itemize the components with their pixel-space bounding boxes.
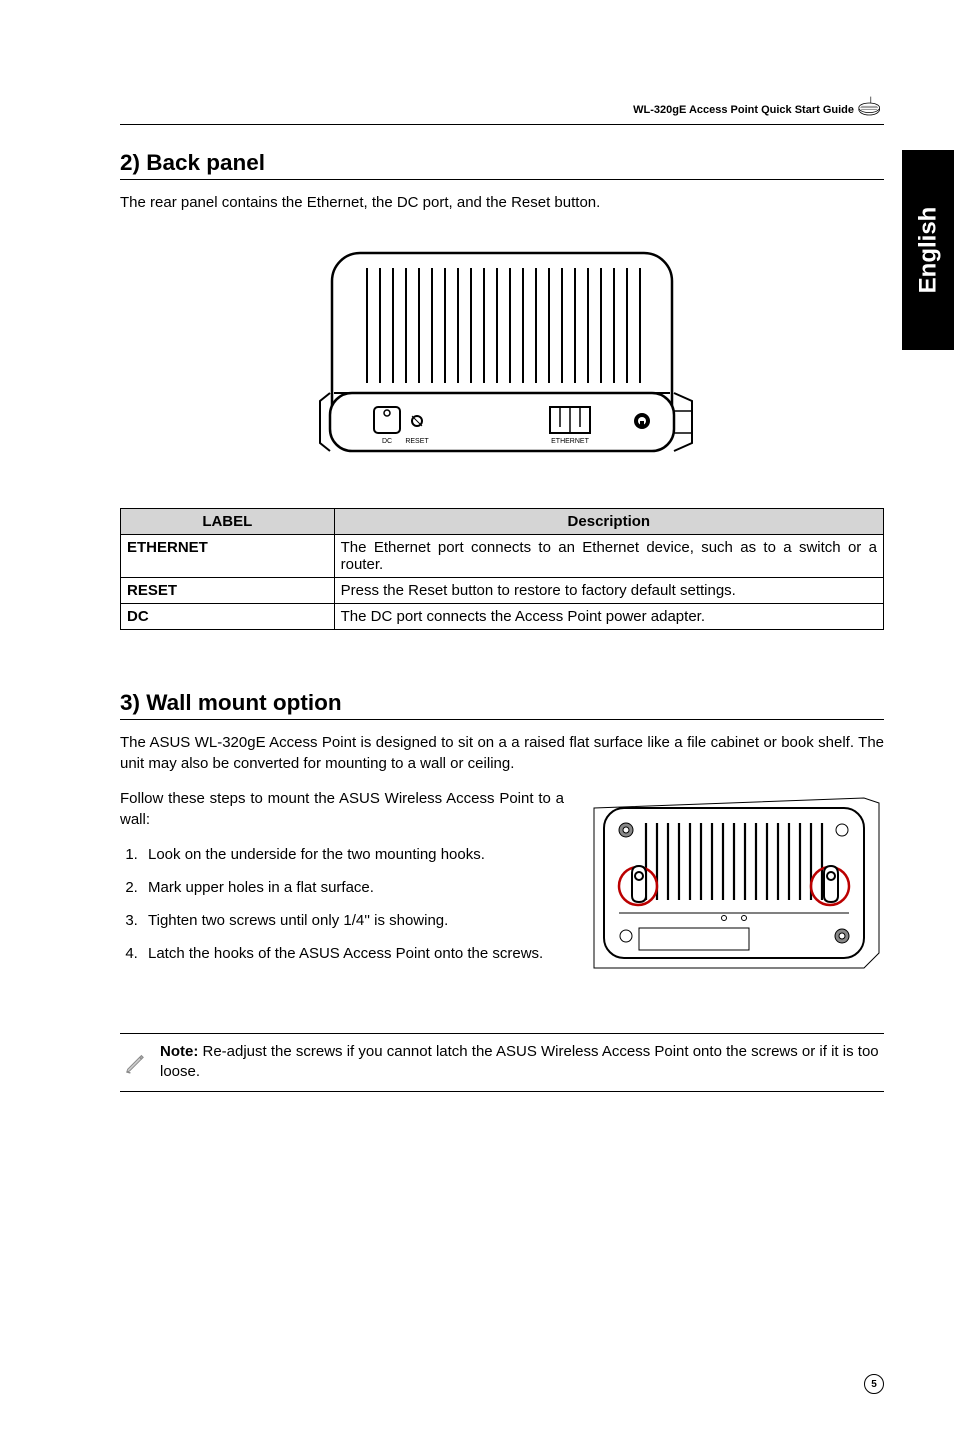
svg-text:DC: DC [382,438,392,445]
table-head-desc: Description [334,509,883,535]
table-row: DC The DC port connects the Access Point… [121,604,884,630]
section-3-lead: Follow these steps to mount the ASUS Wir… [120,788,564,830]
language-tab: English [902,150,954,350]
list-item: Look on the underside for the two mounti… [142,844,564,865]
underside-diagram [584,788,884,983]
svg-text:RESET: RESET [405,438,429,445]
section-3-title: 3) Wall mount option [120,690,884,720]
table-row: RESET Press the Reset button to restore … [121,578,884,604]
section-3-intro: The ASUS WL-320gE Access Point is design… [120,732,884,774]
header-rule [120,124,884,125]
table-row: ETHERNET The Ethernet port connects to a… [121,535,884,578]
back-panel-diagram: DC RESET ETHERNET [120,243,884,468]
page-number: 5 [864,1374,884,1394]
table-cell-label: RESET [121,578,335,604]
router-icon [858,95,882,119]
header-doc-title: WL-320gE Access Point Quick Start Guide [633,104,854,116]
table-cell-label: ETHERNET [121,535,335,578]
steps-list: Look on the underside for the two mounti… [120,844,564,964]
list-item: Tighten two screws until only 1/4'' is s… [142,910,564,931]
list-item: Latch the hooks of the ASUS Access Point… [142,943,564,964]
note-text: Note: Re-adjust the screws if you cannot… [160,1042,880,1083]
list-item: Mark upper holes in a flat surface. [142,877,564,898]
label-description-table: LABEL Description ETHERNET The Ethernet … [120,508,884,630]
section-2-intro: The rear panel contains the Ethernet, th… [120,192,884,213]
section-2-title: 2) Back panel [120,150,884,180]
table-cell-desc: Press the Reset button to restore to fac… [334,578,883,604]
language-tab-label: English [914,207,942,294]
table-cell-desc: The DC port connects the Access Point po… [334,604,883,630]
svg-text:ETHERNET: ETHERNET [551,438,589,445]
pencil-icon [124,1045,146,1083]
table-cell-desc: The Ethernet port connects to an Etherne… [334,535,883,578]
table-head-label: LABEL [121,509,335,535]
note-block: Note: Re-adjust the screws if you cannot… [120,1033,884,1092]
table-cell-label: DC [121,604,335,630]
